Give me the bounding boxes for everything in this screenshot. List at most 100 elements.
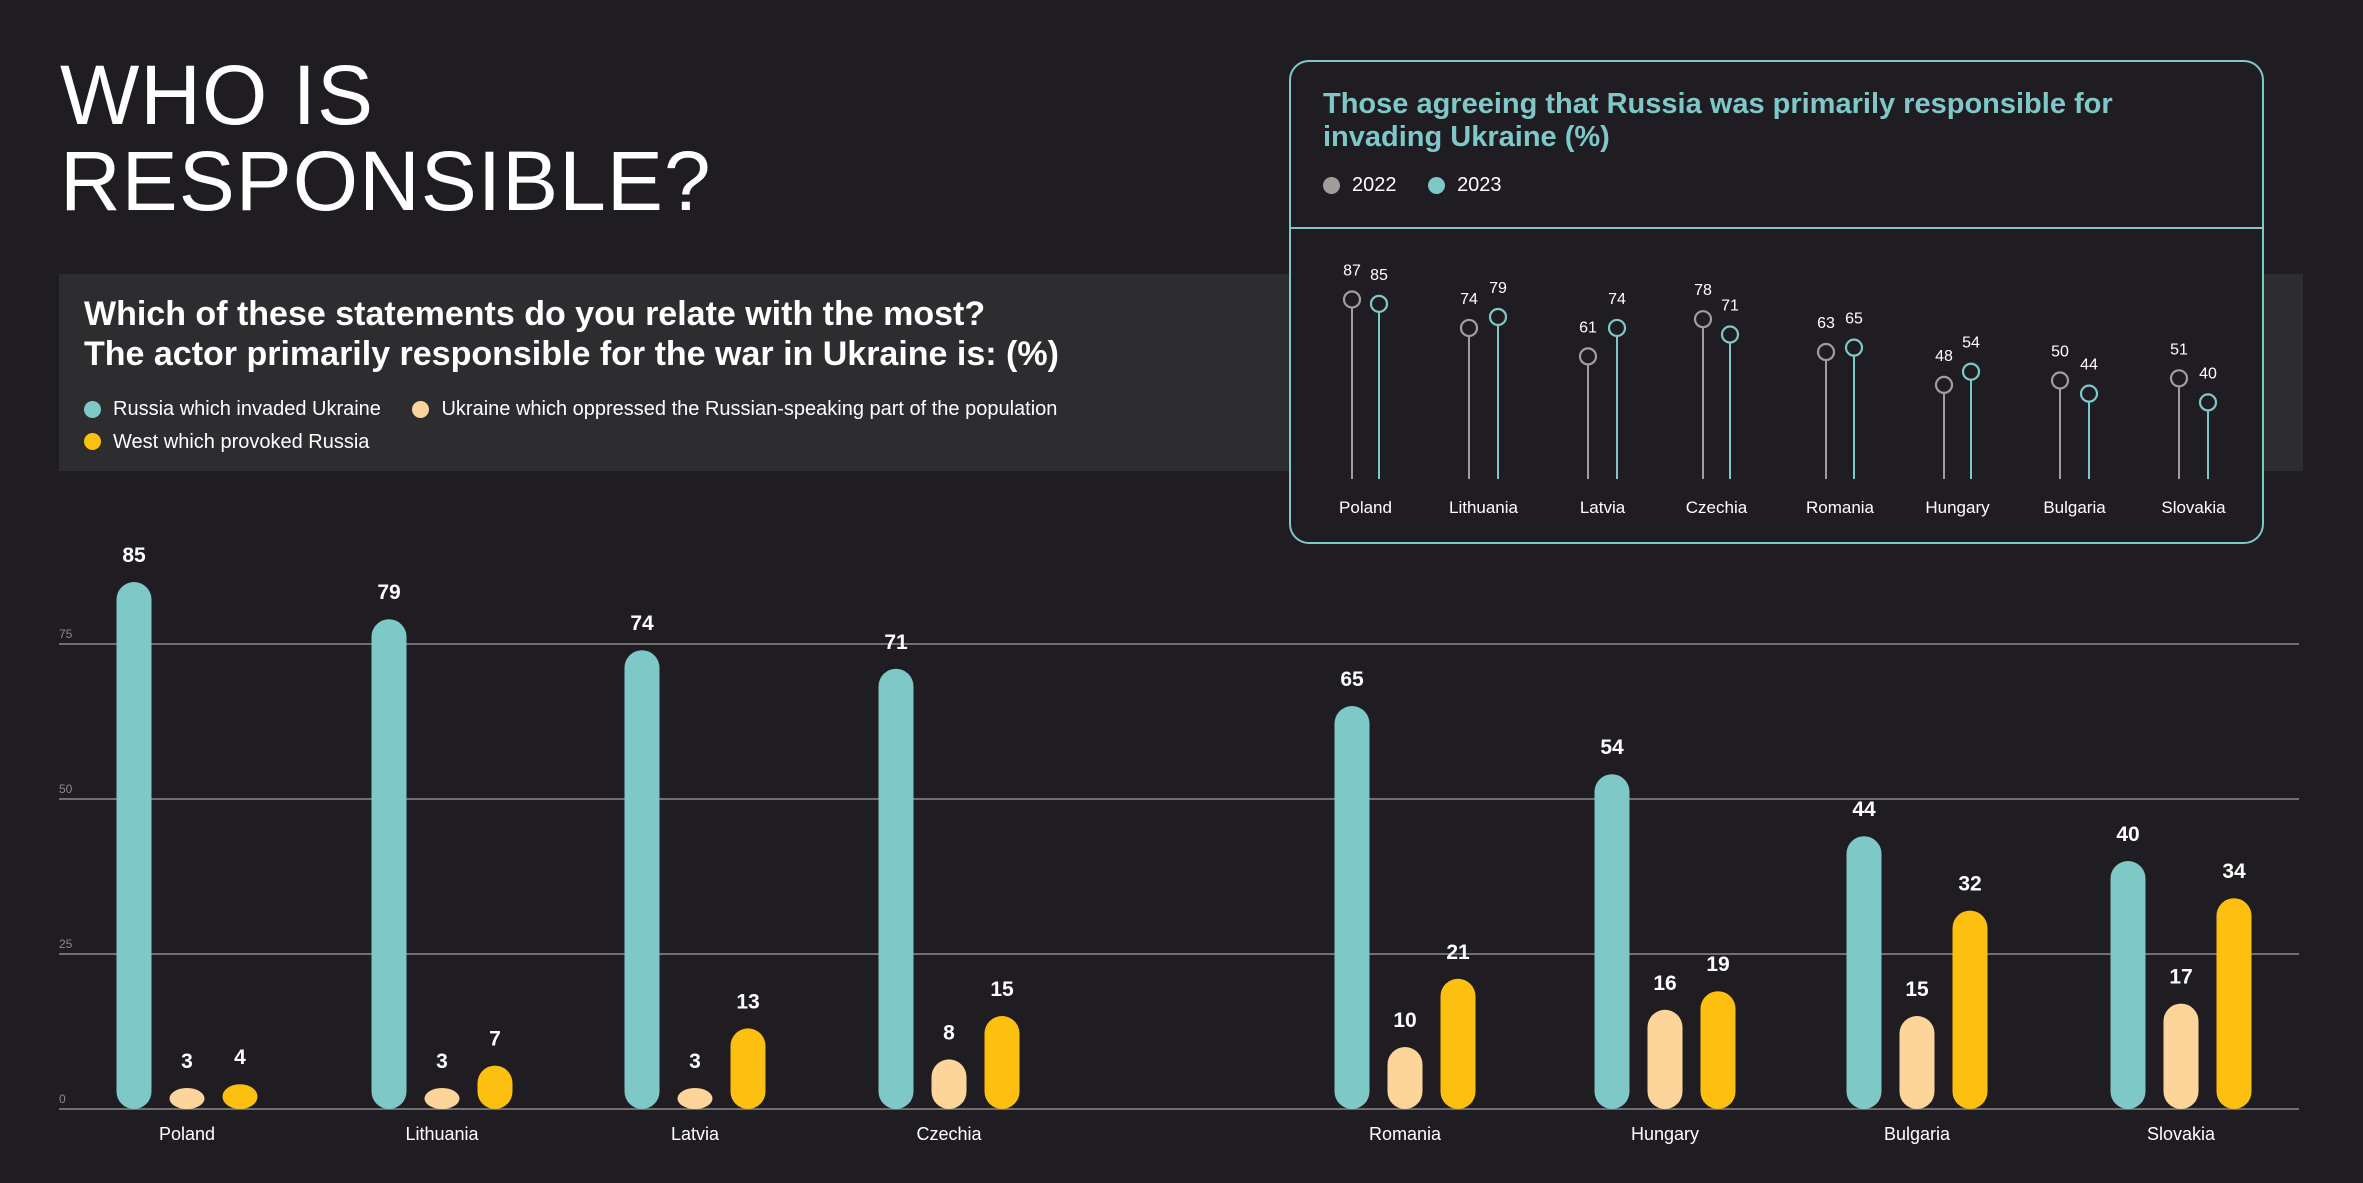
point-value-label: 65 <box>1845 311 1863 328</box>
point-value-label: 61 <box>1579 319 1597 336</box>
bar-value-label: 16 <box>1653 972 1676 995</box>
bar-value-label: 3 <box>181 1050 193 1073</box>
main-legend: Russia which invaded Ukraine Ukraine whi… <box>84 394 1083 459</box>
bar-value-label: 40 <box>2116 823 2139 846</box>
lollipop-point <box>1578 347 1598 366</box>
lollipop-point <box>2079 384 2099 403</box>
bar <box>677 1088 713 1109</box>
lollipop-point <box>1369 294 1389 313</box>
x-tick-label: Czechia <box>1686 498 1748 517</box>
lollipop-point <box>1844 338 1864 357</box>
bar-value-label: 4 <box>234 1046 246 1069</box>
x-tick-label: Poland <box>1339 498 1392 517</box>
x-tick-label: Lithuania <box>405 1124 479 1144</box>
inset-title: Those agreeing that Russia was primarily… <box>1323 88 2113 153</box>
bar <box>424 1088 460 1109</box>
point-value-label: 71 <box>1721 298 1739 315</box>
bar <box>2216 898 2252 1109</box>
point-value-label: 63 <box>1817 315 1835 332</box>
lollipop-point <box>1459 318 1479 338</box>
bar-value-label: 32 <box>1958 873 1981 896</box>
x-tick-label: Bulgaria <box>2043 498 2106 517</box>
bar-value-label: 65 <box>1340 668 1364 691</box>
legend-item-russia: Russia which invaded Ukraine <box>84 394 381 424</box>
legend-item-2022: 2022 <box>1323 174 1397 197</box>
x-tick-label: Romania <box>1369 1124 1442 1144</box>
lollipop-point <box>1488 307 1508 327</box>
x-tick-label: Hungary <box>1925 498 1990 517</box>
bar-value-label: 13 <box>736 990 759 1013</box>
point-value-label: 40 <box>2199 365 2217 382</box>
lollipop-point <box>2169 369 2189 388</box>
point-value-label: 48 <box>1935 348 1953 365</box>
legend-swatch <box>1428 177 1446 194</box>
y-tick-label: 75 <box>59 627 73 641</box>
point-value-label: 50 <box>2051 344 2069 361</box>
lollipop-point <box>1342 290 1362 309</box>
bar-value-label: 71 <box>884 631 908 654</box>
inset-divider <box>1291 227 2262 229</box>
x-tick-label: Latvia <box>671 1124 720 1144</box>
lollipop-point <box>1961 362 1981 381</box>
legend-swatch <box>84 400 101 418</box>
point-value-label: 51 <box>2170 341 2188 358</box>
point-value-label: 87 <box>1343 262 1361 279</box>
x-tick-label: Bulgaria <box>1884 1124 1951 1144</box>
bar-value-label: 54 <box>1600 736 1624 759</box>
legend-swatch <box>412 400 430 418</box>
bar-value-label: 8 <box>943 1021 955 1044</box>
bar-value-label: 15 <box>990 978 1014 1001</box>
bar-value-label: 17 <box>2169 966 2192 989</box>
bar <box>1387 1047 1423 1109</box>
bar <box>1334 706 1370 1109</box>
y-tick-label: 50 <box>59 782 73 796</box>
bar <box>222 1084 258 1109</box>
point-value-label: 85 <box>1370 267 1388 284</box>
bar <box>1594 774 1630 1109</box>
bar <box>878 668 914 1109</box>
point-value-label: 44 <box>2080 357 2098 374</box>
bar <box>1899 1016 1935 1109</box>
x-tick-label: Romania <box>1806 498 1875 517</box>
x-tick-label: Czechia <box>916 1124 982 1144</box>
bar-value-label: 79 <box>377 581 400 604</box>
legend-swatch <box>1323 177 1340 194</box>
lollipop-point <box>2198 393 2218 412</box>
bar <box>477 1065 513 1109</box>
bar-value-label: 85 <box>122 544 146 567</box>
x-tick-label: Hungary <box>1631 1124 1699 1144</box>
lollipop-point <box>1693 310 1713 329</box>
bar <box>371 619 407 1109</box>
bar <box>931 1059 967 1109</box>
bar-value-label: 19 <box>1706 953 1729 976</box>
point-value-label: 78 <box>1694 282 1712 299</box>
x-tick-label: Latvia <box>1580 498 1626 517</box>
x-tick-label: Slovakia <box>2147 1124 2216 1144</box>
bar-value-label: 44 <box>1852 798 1876 821</box>
bar-value-label: 3 <box>436 1050 448 1073</box>
bar <box>984 1016 1020 1109</box>
bar <box>730 1028 766 1109</box>
bar <box>1440 978 1476 1109</box>
lollipop-point <box>2050 371 2070 390</box>
x-tick-label: Lithuania <box>1449 498 1519 517</box>
bar <box>624 650 660 1109</box>
lollipop-point <box>1720 325 1740 344</box>
inset-legend: 2022 2023 <box>1323 174 1528 200</box>
legend-item-2023: 2023 <box>1428 174 1502 197</box>
lollipop-point <box>1607 318 1627 338</box>
inset-card: Those agreeing that Russia was primarily… <box>1289 60 2264 544</box>
bar <box>2163 1003 2199 1109</box>
bar-value-label: 15 <box>1905 978 1929 1001</box>
legend-item-west: West which provoked Russia <box>84 427 369 457</box>
bar-value-label: 21 <box>1446 941 1470 964</box>
bar <box>1952 910 1988 1109</box>
x-tick-label: Poland <box>159 1124 215 1144</box>
bar <box>2110 861 2146 1109</box>
bar <box>1647 1009 1683 1109</box>
bar <box>1846 836 1882 1109</box>
question-text: Which of these statements do you relate … <box>84 295 1059 373</box>
y-tick-label: 0 <box>59 1092 66 1106</box>
